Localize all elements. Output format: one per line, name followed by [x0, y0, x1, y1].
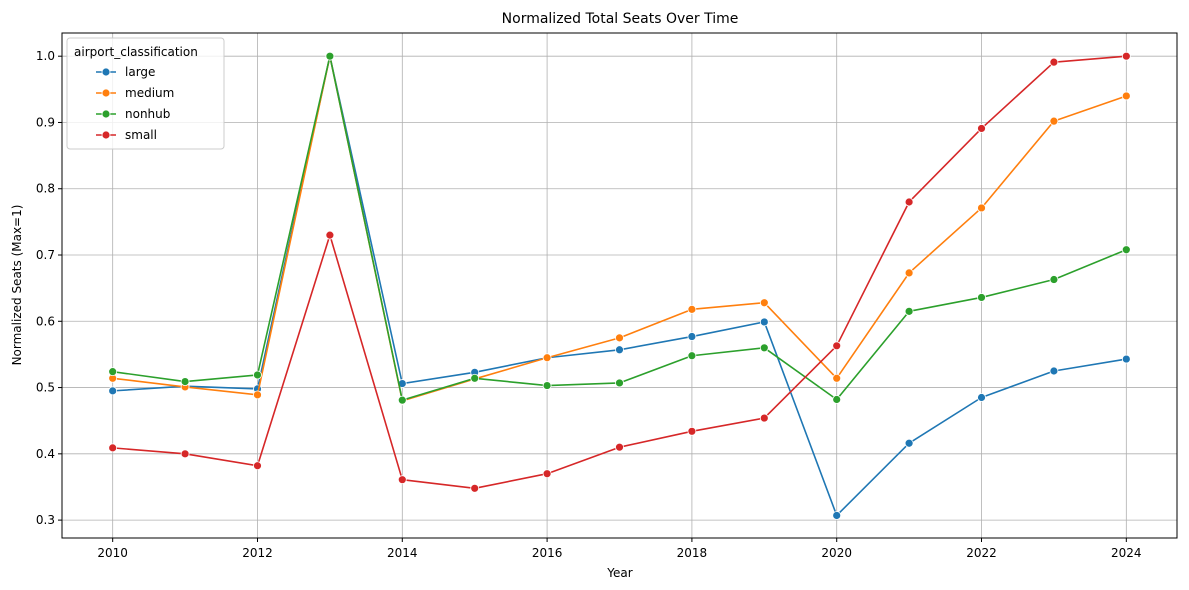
y-tick-label: 0.8: [36, 182, 55, 196]
data-point-nonhub: [180, 377, 190, 386]
y-tick-label: 1.0: [36, 49, 55, 63]
x-axis-title: Year: [606, 566, 632, 580]
data-point-small: [1121, 51, 1131, 61]
data-point-nonhub: [832, 395, 842, 404]
x-tick-label: 2018: [677, 546, 708, 560]
y-tick-label: 0.4: [36, 447, 55, 461]
data-point-small: [615, 442, 624, 452]
series-small: [108, 51, 1131, 493]
legend-item-small: small: [96, 128, 157, 142]
data-point-nonhub: [325, 51, 335, 61]
legend-item-large: large: [96, 65, 155, 79]
legend-label: nonhub: [125, 107, 170, 121]
data-point-large: [904, 438, 914, 448]
data-point-medium: [1121, 91, 1131, 101]
y-tick-label: 0.5: [36, 381, 55, 395]
x-tick-label: 2016: [532, 546, 563, 560]
data-point-medium: [253, 390, 262, 400]
x-axis: 2010 2012 2014 2016 2018 2020 2022 2024: [97, 538, 1142, 560]
data-point-nonhub: [687, 351, 697, 361]
x-tick-label: 2014: [387, 546, 418, 560]
data-point-nonhub: [542, 381, 552, 390]
data-point-small: [977, 124, 986, 133]
data-point-small: [397, 475, 407, 485]
data-point-small: [108, 443, 118, 453]
data-point-large: [977, 393, 986, 402]
data-point-large: [1049, 366, 1059, 376]
legend-swatch-marker: [101, 109, 111, 119]
legend-items: large medium nonhub small: [96, 65, 174, 142]
data-point-small: [180, 449, 190, 459]
legend-label: medium: [125, 86, 174, 100]
x-tick-label: 2022: [966, 546, 997, 560]
data-point-large: [615, 345, 624, 355]
data-point-medium: [759, 298, 769, 308]
data-point-small: [904, 197, 914, 207]
data-point-medium: [904, 268, 914, 278]
data-point-nonhub: [397, 395, 407, 405]
data-point-nonhub: [1049, 275, 1059, 284]
legend-item-medium: medium: [96, 86, 174, 100]
data-point-small: [1049, 57, 1059, 67]
data-point-small: [759, 413, 769, 423]
series-line-small: [112, 55, 1127, 490]
legend-title: airport_classification: [74, 45, 198, 59]
data-point-medium: [615, 333, 624, 343]
data-point-medium: [542, 353, 552, 363]
plot-frame: [61, 32, 1178, 539]
y-axis: 0.3 0.4 0.5 0.6 0.7 0.8 0.9 1.0: [36, 49, 62, 527]
data-point-medium: [687, 304, 697, 314]
y-tick-label: 0.3: [36, 513, 55, 527]
legend-label: large: [125, 65, 155, 79]
legend-swatch-marker: [101, 67, 111, 77]
data-point-large: [1121, 354, 1131, 364]
legend-frame: [66, 37, 225, 150]
y-tick-label: 0.6: [36, 314, 55, 328]
data-point-small: [253, 461, 262, 471]
data-point-medium: [977, 203, 986, 213]
legend-label: small: [125, 128, 157, 142]
legend: airport_classification large medium nonhub…: [66, 37, 225, 150]
x-tick-label: 2020: [821, 546, 852, 560]
data-point-large: [832, 511, 842, 520]
data-point-medium: [832, 373, 842, 383]
data-point-nonhub: [108, 367, 118, 377]
data-point-nonhub: [977, 293, 986, 302]
grid: [62, 33, 1177, 538]
data-point-small: [325, 230, 335, 240]
data-point-nonhub: [615, 378, 624, 388]
data-point-small: [832, 341, 842, 351]
data-point-nonhub: [1121, 245, 1131, 255]
data-point-small: [687, 426, 697, 436]
data-point-large: [759, 317, 769, 327]
data-point-small: [470, 483, 480, 493]
y-tick-label: 0.7: [36, 248, 55, 262]
x-tick-label: 2024: [1111, 546, 1142, 560]
data-point-medium: [1049, 116, 1059, 126]
y-tick-label: 0.9: [36, 115, 55, 129]
data-point-nonhub: [253, 370, 262, 380]
data-point-large: [687, 332, 697, 341]
data-point-nonhub: [759, 343, 769, 353]
data-point-large: [108, 386, 118, 396]
legend-item-nonhub: nonhub: [96, 107, 170, 121]
series-nonhub: [108, 51, 1131, 405]
data-point-nonhub: [904, 306, 914, 316]
x-tick-label: 2010: [97, 546, 128, 560]
chart-title: Normalized Total Seats Over Time: [502, 11, 739, 27]
legend-swatch-marker: [101, 88, 111, 98]
y-axis-title: Normalized Seats (Max=1): [10, 205, 24, 366]
series-layer: [108, 51, 1131, 520]
data-point-small: [542, 469, 552, 479]
x-tick-label: 2012: [242, 546, 273, 560]
legend-swatch-marker: [101, 130, 111, 140]
data-point-nonhub: [470, 373, 480, 383]
